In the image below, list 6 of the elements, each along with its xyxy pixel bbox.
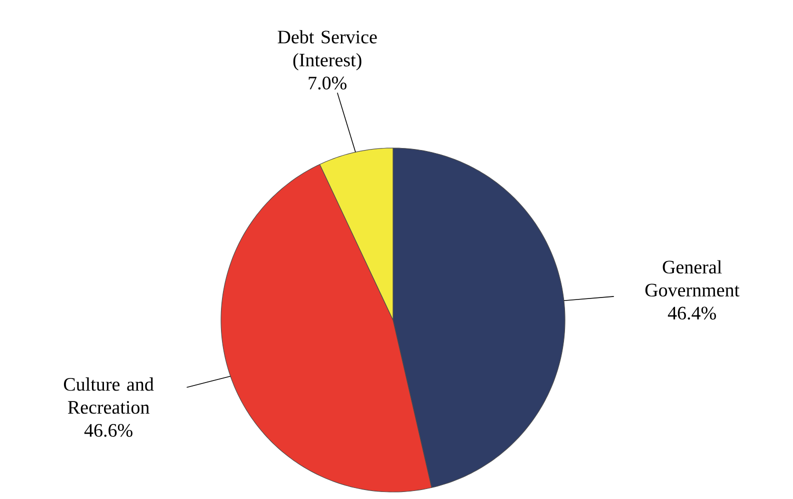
- slice-label: Culture and Recreation: [64, 377, 154, 414]
- data-label: 46.4%: [668, 306, 716, 320]
- data-label: 7.0%: [308, 76, 346, 90]
- slice-label: General Government: [645, 260, 740, 297]
- slice-label: Debt Service (Interest): [278, 30, 377, 70]
- data-label: 46.6%: [84, 424, 132, 437]
